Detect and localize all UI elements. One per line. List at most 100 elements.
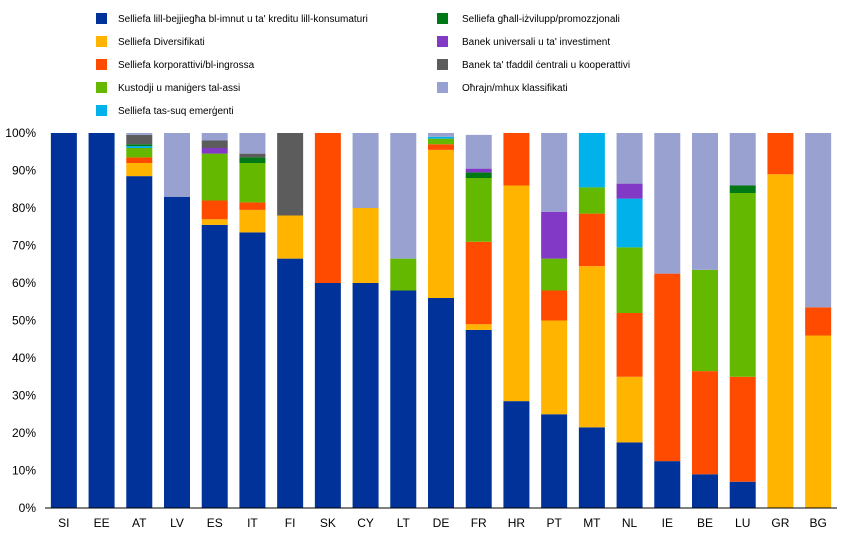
bar-segment — [126, 163, 153, 177]
bar-segment — [352, 283, 379, 508]
legend-label: Oħrajn/mhux klassifikati — [462, 83, 568, 94]
bar-segment — [805, 307, 832, 336]
bar-segment — [616, 198, 643, 248]
x-tick-label: LV — [170, 516, 184, 530]
bar-segment — [654, 461, 681, 508]
bar-segment — [541, 211, 568, 259]
bar-segment — [465, 329, 492, 508]
bar-segment — [126, 146, 153, 148]
bar-segment — [277, 258, 304, 508]
bar-segment — [465, 241, 492, 325]
bar-segment — [201, 133, 228, 141]
legend-label: Selliefa għall-iżvilupp/promozzjonali — [462, 14, 620, 25]
bar-segment — [654, 133, 681, 274]
bar-segment — [201, 219, 228, 225]
bar-segment — [126, 144, 153, 147]
x-tick-label: IE — [662, 516, 673, 530]
bar-segment — [465, 324, 492, 330]
bar-segment — [729, 376, 756, 482]
legend-swatch — [437, 59, 448, 70]
bar-segment — [164, 196, 190, 508]
bar-segment — [428, 144, 454, 150]
y-tick-label: 80% — [12, 201, 36, 215]
bar-segment — [428, 298, 454, 508]
bar-segment — [428, 149, 454, 298]
bar-segment — [541, 290, 568, 321]
bar-segment — [503, 133, 530, 186]
y-tick-label: 50% — [12, 314, 36, 328]
x-tick-label: LU — [735, 516, 750, 530]
x-tick-label: SK — [320, 516, 336, 530]
x-tick-label: CY — [357, 516, 374, 530]
x-tick-label: HR — [508, 516, 526, 530]
bar-segment — [126, 157, 153, 163]
bar-segment — [314, 283, 341, 508]
bar-segment — [616, 313, 643, 377]
bar-segment — [541, 258, 568, 291]
legend-label: Selliefa lill-bejjiegħa bl-imnut u ta' k… — [118, 14, 368, 25]
bar-segment — [126, 176, 153, 508]
y-tick-label: 100% — [5, 126, 36, 140]
bar-segment — [201, 148, 228, 154]
x-tick-label: GR — [771, 516, 789, 530]
bar-segment — [390, 290, 417, 508]
legend-swatch — [437, 82, 448, 93]
bar-segment — [465, 178, 492, 242]
bar-segment — [277, 133, 304, 216]
bar-segment — [767, 174, 794, 508]
bar-segment — [729, 133, 756, 186]
bar-segment — [239, 157, 266, 163]
bar-segment — [352, 133, 379, 208]
bar-segment — [578, 266, 605, 428]
legend-swatch — [96, 13, 107, 24]
legend-label: Selliefa korporattivi/bl-ingrossa — [118, 60, 255, 71]
legend-label: Selliefa tas-suq emerġenti — [118, 106, 234, 117]
bar-segment — [428, 133, 454, 137]
y-tick-label: 0% — [19, 501, 37, 515]
bar-segment — [390, 133, 417, 259]
bar-segment — [729, 481, 756, 508]
x-tick-label: ES — [207, 516, 223, 530]
x-tick-label: AT — [132, 516, 147, 530]
x-tick-label: NL — [622, 516, 638, 530]
bar-segment — [503, 185, 530, 402]
x-tick-label: MT — [583, 516, 601, 530]
legend-label: Banek universali u ta' investiment — [462, 37, 610, 48]
bar-segment — [616, 183, 643, 199]
bar-segment — [201, 140, 228, 148]
bar-segment — [578, 187, 605, 214]
bar-segment — [692, 371, 718, 475]
legend-swatch — [96, 82, 107, 93]
bar-segment — [126, 148, 153, 158]
bar-segment — [616, 133, 643, 184]
x-tick-label: IT — [247, 516, 258, 530]
bar-segment — [541, 414, 568, 508]
bar-segment — [201, 153, 228, 201]
bars — [50, 133, 832, 508]
bar-segment — [578, 213, 605, 267]
x-tick-label: BG — [809, 516, 826, 530]
legend-label: Selliefa Diversifikati — [118, 37, 205, 48]
bar-segment — [126, 134, 153, 145]
bar-segment — [578, 133, 605, 188]
x-tick-label: SI — [58, 516, 69, 530]
bar-segment — [428, 138, 454, 145]
x-tick-label: PT — [546, 516, 562, 530]
bar-segment — [805, 133, 832, 308]
bar-segment — [805, 335, 832, 508]
x-tick-label: FI — [285, 516, 296, 530]
bar-segment — [616, 442, 643, 508]
bar-segment — [239, 202, 266, 210]
bar-segment — [428, 136, 454, 139]
x-tick-label: LT — [397, 516, 411, 530]
bar-segment — [390, 258, 417, 291]
bar-segment — [50, 133, 77, 508]
bar-segment — [239, 133, 266, 154]
bar-segment — [541, 133, 568, 212]
x-tick-label: BE — [697, 516, 713, 530]
bar-segment — [692, 474, 718, 508]
bar-segment — [729, 193, 756, 377]
bar-segment — [239, 232, 266, 508]
legend-label: Kustodji u maniġers tal-assi — [118, 83, 240, 94]
y-tick-label: 90% — [12, 164, 36, 178]
